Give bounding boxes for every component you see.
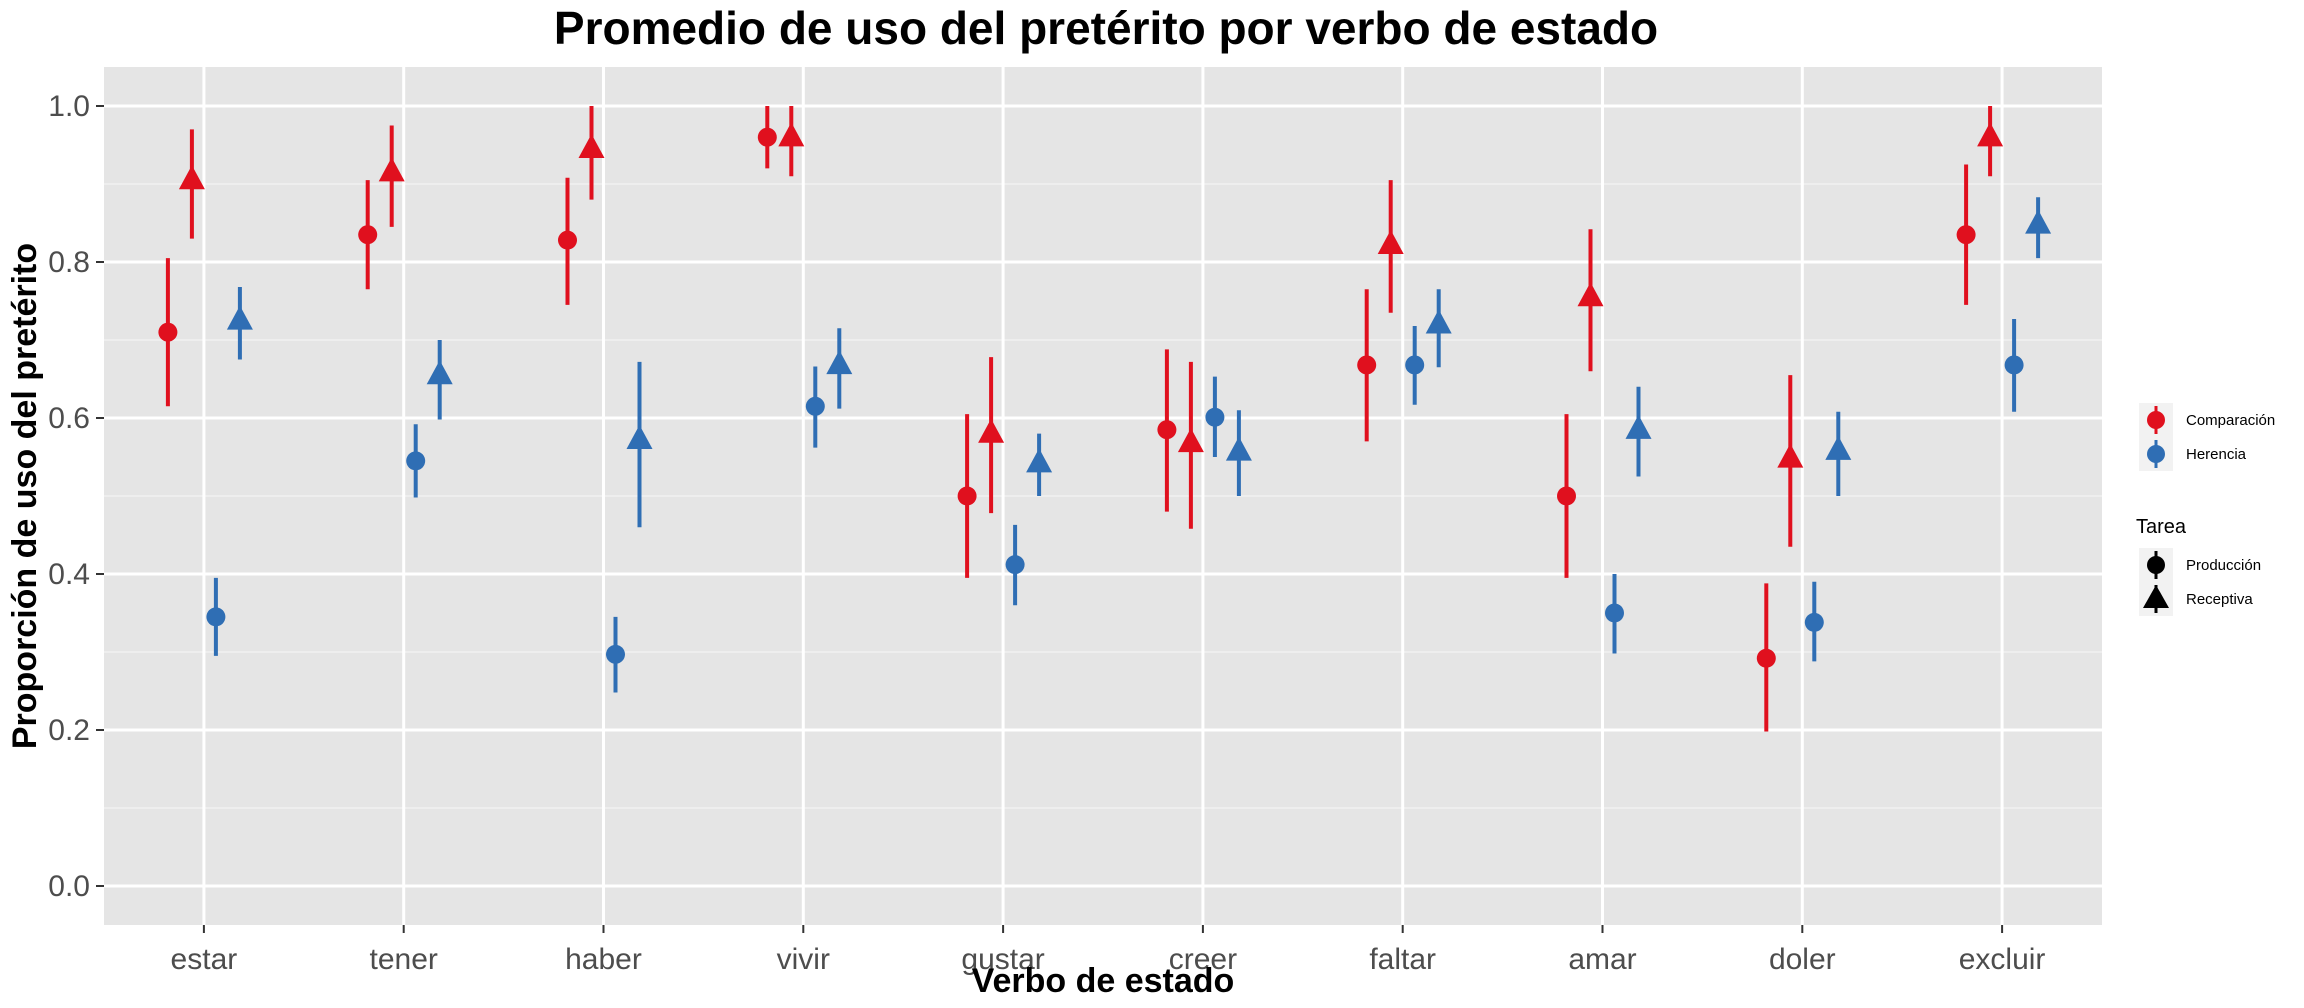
- data-point: [558, 230, 577, 250]
- legend-key-point: [2147, 445, 2165, 463]
- grid-minor: [104, 183, 2102, 809]
- data-point: [1425, 309, 1452, 334]
- data-point: [957, 486, 977, 506]
- x-tick-label: doler: [1769, 943, 1836, 976]
- legend-label: Receptiva: [2186, 591, 2253, 608]
- data-point: [1625, 414, 1652, 439]
- data-point: [1005, 555, 1025, 575]
- data-point: [1577, 282, 1604, 307]
- data-point: [1804, 612, 1824, 632]
- data-point: [206, 607, 226, 627]
- data-point: [757, 127, 777, 147]
- legend-label: Comparación: [2186, 412, 2275, 429]
- data-point: [978, 418, 1005, 443]
- y-tick-label: 0.0: [48, 870, 90, 903]
- legend-label: Producción: [2186, 557, 2261, 574]
- data-point: [1225, 436, 1252, 461]
- legend-key-point: [2147, 411, 2165, 429]
- data-point: [158, 322, 178, 342]
- data-point: [1205, 407, 1225, 427]
- data-point: [1026, 448, 1053, 473]
- data-point: [2004, 355, 2024, 375]
- y-tick-label: 0.6: [48, 402, 90, 435]
- data-point: [1605, 603, 1624, 623]
- data-point: [805, 396, 825, 416]
- x-axis-title: Verbo de estado: [972, 962, 1235, 1000]
- data-marks: [158, 106, 2052, 732]
- data-point: [178, 165, 205, 190]
- grid-major: [104, 67, 2102, 925]
- data-point: [406, 451, 426, 471]
- data-point: [426, 360, 453, 385]
- x-tick-label: vivir: [777, 943, 830, 976]
- data-point: [1825, 435, 1852, 460]
- legend: Tarea Comparación Herencia Producción Recep…: [2136, 403, 2275, 616]
- data-point: [1177, 428, 1204, 453]
- y-tick-label: 0.4: [48, 558, 90, 591]
- x-tick-label: excluir: [1959, 943, 2046, 976]
- data-point: [826, 350, 853, 375]
- x-tick-label: gustar: [961, 943, 1044, 976]
- data-point: [358, 225, 378, 245]
- data-point: [1357, 355, 1377, 375]
- x-tick-label: faltar: [1369, 943, 1436, 976]
- x-tick-label: estar: [171, 943, 238, 976]
- data-point: [1756, 648, 1776, 668]
- data-point: [226, 305, 253, 330]
- chart-title: Promedio de uso del pretérito por verbo …: [554, 2, 1658, 54]
- data-point: [606, 644, 625, 664]
- data-point: [626, 424, 653, 449]
- data-point: [1405, 355, 1425, 375]
- x-tick-label: amar: [1568, 943, 1636, 976]
- data-point: [778, 122, 805, 147]
- legend-key-point: [2147, 556, 2165, 574]
- legend-shape-title: Tarea: [2136, 516, 2187, 538]
- data-point: [1157, 420, 1177, 440]
- x-tick-label: haber: [565, 943, 642, 976]
- data-point: [2025, 209, 2052, 234]
- x-tick-label: tener: [370, 943, 438, 976]
- data-point: [578, 134, 605, 159]
- y-tick-label: 0.2: [48, 714, 90, 747]
- x-tick-label: creer: [1169, 943, 1237, 976]
- y-axis-title: Proporción de uso del pretérito: [6, 243, 44, 749]
- legend-label: Herencia: [2186, 446, 2247, 463]
- data-point: [1777, 443, 1804, 468]
- data-point: [1557, 486, 1576, 506]
- legend-key-point: [2143, 585, 2169, 608]
- data-point: [1977, 122, 2004, 147]
- y-tick-label: 1.0: [48, 90, 90, 123]
- y-axis: 0.0 0.2 0.4 0.6 0.8 1.0: [48, 90, 104, 903]
- x-axis: estar tener haber vivir gustar creer faltar ama…: [171, 925, 2046, 976]
- data-point: [1956, 225, 1976, 245]
- data-point: [378, 157, 405, 182]
- y-tick-label: 0.8: [48, 246, 90, 279]
- data-point: [1377, 229, 1404, 254]
